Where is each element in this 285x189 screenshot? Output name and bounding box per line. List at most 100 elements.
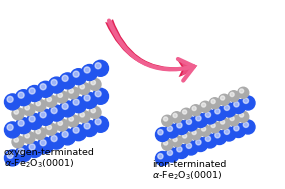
Text: iron-terminated: iron-terminated [152,160,226,169]
Circle shape [156,152,170,166]
Circle shape [167,126,172,131]
Circle shape [213,106,227,121]
Circle shape [174,121,188,135]
Circle shape [73,71,79,77]
Circle shape [38,109,54,125]
Circle shape [51,136,57,142]
Circle shape [200,125,211,136]
Circle shape [58,121,62,125]
Circle shape [196,116,201,121]
Circle shape [34,127,46,139]
Circle shape [164,141,168,145]
Circle shape [241,120,255,134]
Circle shape [70,97,87,113]
Circle shape [190,105,201,116]
Circle shape [211,123,215,128]
Circle shape [224,129,229,134]
Circle shape [222,127,236,141]
Circle shape [84,67,90,73]
Circle shape [40,140,46,146]
Circle shape [171,112,182,123]
Circle shape [73,99,79,105]
Circle shape [23,132,35,144]
Circle shape [174,145,188,159]
Circle shape [181,132,192,143]
Circle shape [15,118,32,134]
Circle shape [34,99,46,111]
Circle shape [14,138,19,142]
Circle shape [203,134,217,148]
Text: oxygen-terminated: oxygen-terminated [4,148,95,157]
Circle shape [201,103,206,107]
Circle shape [91,80,95,85]
Circle shape [15,90,32,106]
FancyArrowPatch shape [105,19,197,77]
Circle shape [23,104,35,116]
Circle shape [60,73,76,89]
Circle shape [15,146,32,162]
Text: $\alpha$-Fe$_2$O$_3$(0001): $\alpha$-Fe$_2$O$_3$(0001) [4,158,74,170]
Circle shape [38,81,54,97]
Circle shape [56,119,68,131]
Circle shape [241,96,255,110]
Circle shape [182,110,187,114]
Circle shape [158,154,163,159]
Circle shape [177,123,182,128]
Circle shape [36,129,40,134]
Circle shape [45,123,57,135]
Circle shape [243,98,249,103]
Circle shape [162,115,173,126]
Circle shape [27,85,42,101]
Circle shape [205,136,211,141]
Circle shape [51,80,57,86]
Circle shape [219,94,230,105]
Circle shape [230,92,234,97]
Circle shape [201,127,206,131]
Circle shape [48,133,64,149]
Circle shape [40,112,46,118]
Circle shape [95,63,101,69]
Circle shape [38,137,54,153]
Circle shape [29,88,35,94]
Circle shape [231,123,245,138]
Circle shape [69,117,74,121]
Circle shape [93,116,109,132]
Circle shape [7,152,13,158]
Circle shape [62,75,68,81]
Circle shape [162,139,173,150]
Circle shape [234,102,239,107]
Circle shape [203,110,217,124]
Circle shape [211,99,215,104]
Circle shape [222,103,236,117]
Circle shape [171,136,182,147]
Circle shape [93,60,109,76]
Circle shape [12,108,24,120]
Circle shape [181,108,192,119]
Circle shape [165,148,179,162]
Circle shape [60,101,76,117]
Circle shape [239,89,244,93]
Circle shape [51,108,57,114]
Circle shape [93,88,109,104]
Circle shape [58,93,62,97]
Circle shape [91,108,95,113]
Circle shape [82,121,97,136]
Circle shape [40,84,46,90]
Circle shape [234,126,239,131]
Circle shape [36,101,40,106]
Circle shape [194,114,207,128]
Circle shape [184,117,198,131]
Text: $\alpha$-Fe$_2$O$_3$(0001): $\alpha$-Fe$_2$O$_3$(0001) [152,170,222,183]
Circle shape [173,137,177,142]
Circle shape [192,130,196,135]
Circle shape [224,105,229,110]
Circle shape [7,124,13,130]
Circle shape [45,95,57,107]
Circle shape [156,128,170,142]
FancyArrowPatch shape [106,19,197,75]
Circle shape [18,148,24,154]
Circle shape [177,147,182,152]
Circle shape [27,114,42,129]
Circle shape [190,129,201,140]
Circle shape [5,122,21,138]
